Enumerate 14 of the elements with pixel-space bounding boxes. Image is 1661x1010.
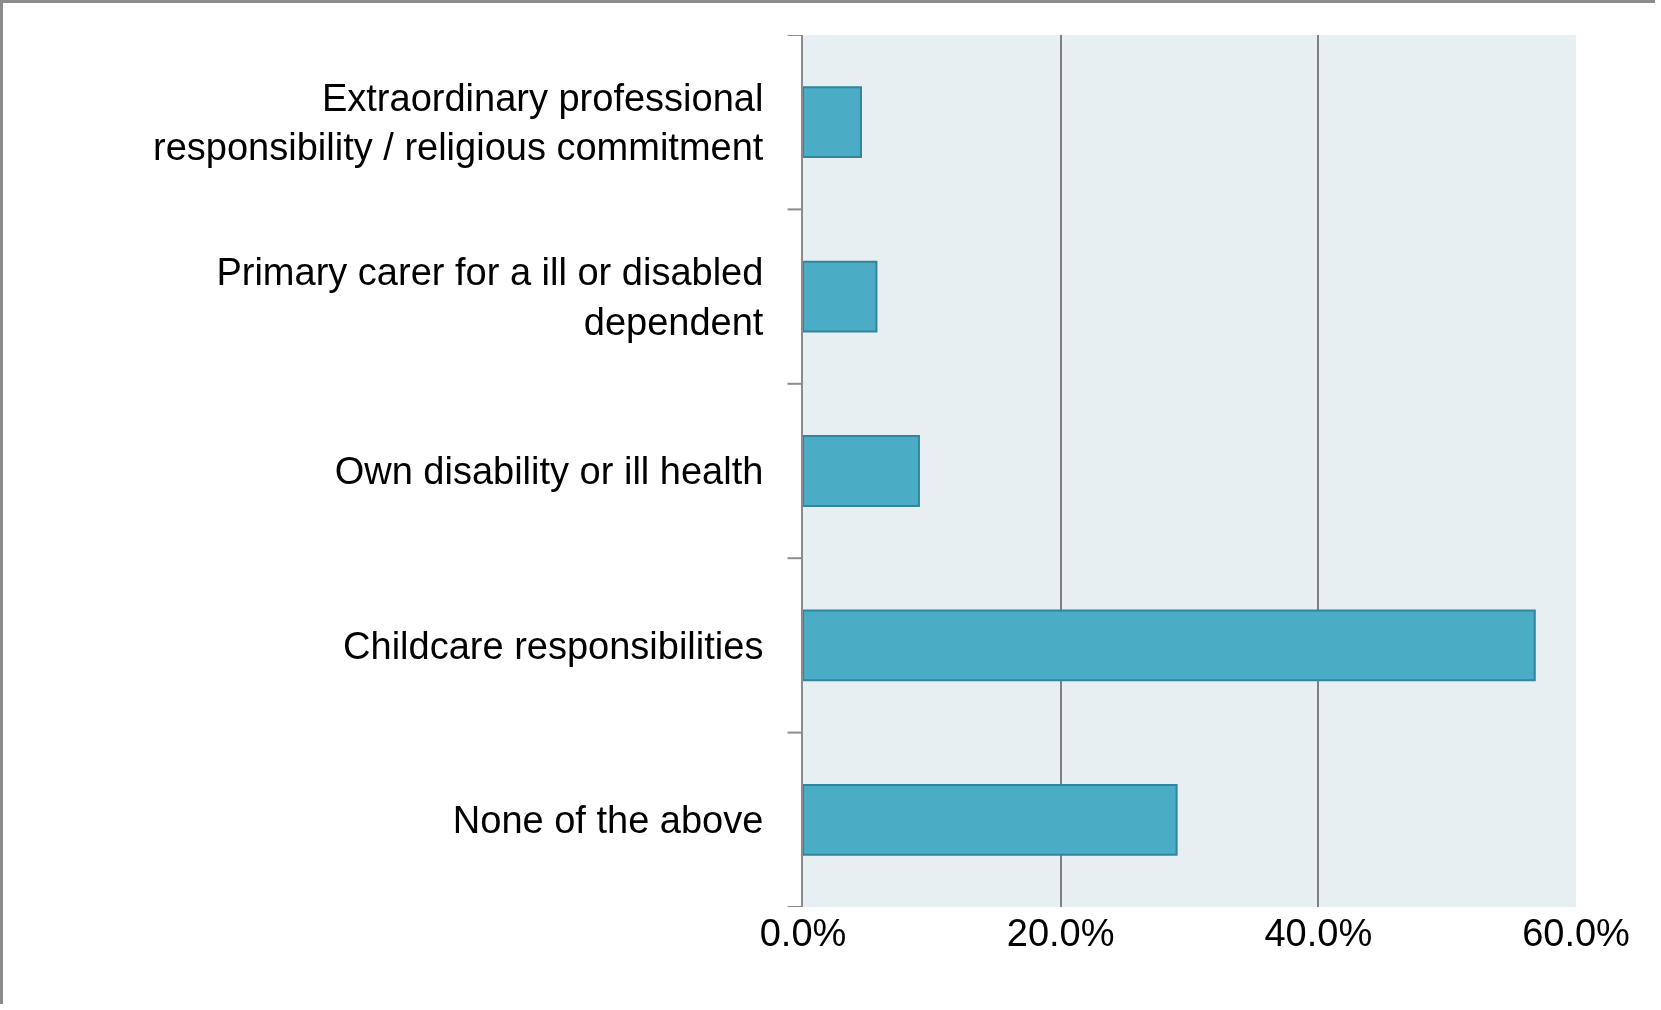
x-tick-label: 60.0% [1522, 912, 1630, 954]
x-tick-label: 20.0% [1006, 912, 1115, 954]
y-tick-label: Childcare responsibilities [343, 624, 764, 667]
x-tick-label: 40.0% [1264, 912, 1373, 954]
bar [803, 86, 862, 159]
y-tick-label: None of the above [452, 799, 764, 842]
x-tick-label: 0.0% [759, 912, 847, 954]
bar [803, 783, 1178, 856]
bar [803, 260, 878, 333]
y-tick-label: Primary carer for a ill or disabled dependent [216, 251, 764, 343]
bar [803, 435, 920, 507]
bar [803, 609, 1536, 682]
y-tick-label: Extraordinary professional responsibility / religious commitment [153, 76, 764, 169]
y-tick-label: Own disability or ill health [334, 450, 764, 493]
